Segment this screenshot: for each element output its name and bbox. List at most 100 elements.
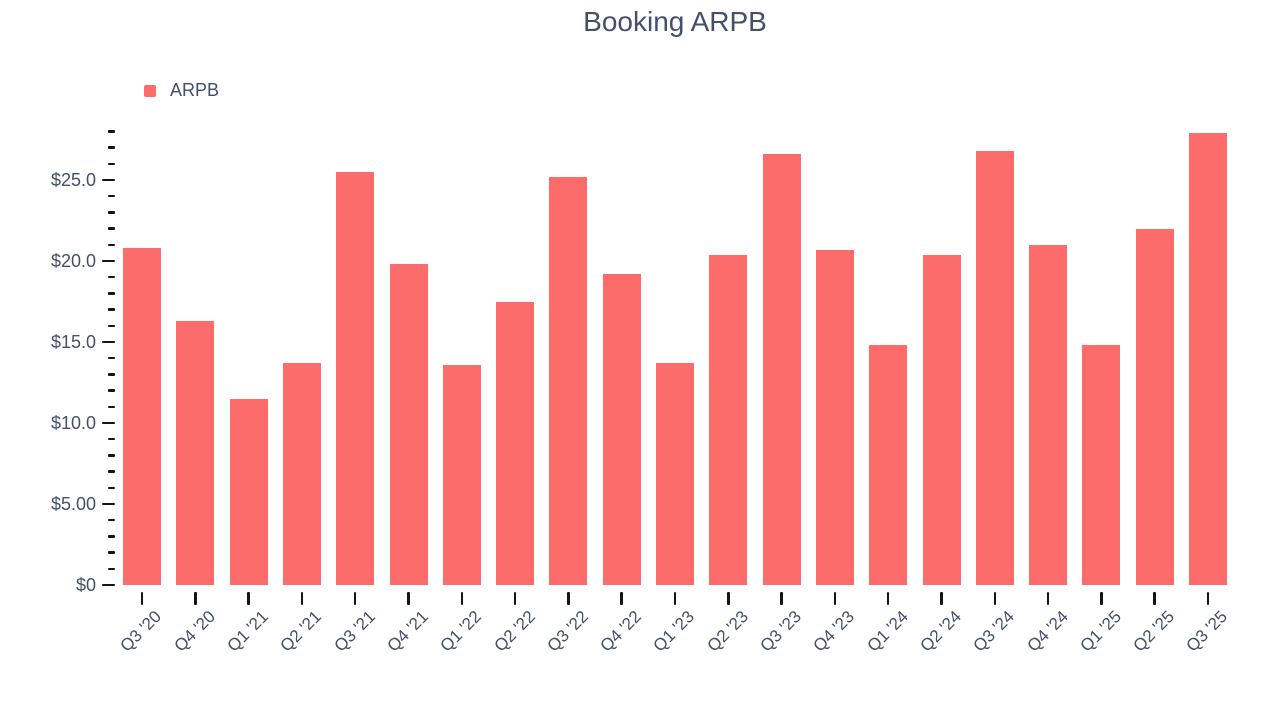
y-axis-minor-tick — [108, 146, 115, 149]
x-axis-tick-label: Q3 '21 — [330, 607, 379, 656]
y-axis-minor-tick — [108, 373, 115, 376]
bar[interactable] — [869, 345, 908, 585]
x-axis-tick-label: Q2 '24 — [916, 607, 965, 656]
y-axis-major-tick — [102, 178, 115, 182]
x-axis-tick-label: Q1 '21 — [223, 607, 273, 656]
x-axis-tick-label: Q2 '23 — [703, 607, 752, 656]
y-axis-minor-tick — [108, 211, 115, 214]
bar[interactable] — [229, 398, 268, 585]
x-axis-tick — [567, 592, 570, 605]
y-axis-tick-label: $5.00 — [50, 494, 96, 514]
bar[interactable] — [922, 254, 961, 585]
x-axis-tick-label: Q2 '22 — [490, 607, 539, 656]
y-axis-minor-tick — [108, 162, 115, 166]
y-axis-minor-tick — [108, 470, 115, 473]
x-axis-tick-label: Q4 '23 — [809, 607, 859, 656]
y-axis-minor-tick — [108, 227, 115, 230]
bar[interactable] — [656, 363, 694, 585]
y-axis-minor-tick — [108, 389, 115, 392]
bar[interactable] — [602, 273, 641, 585]
x-axis-tick — [353, 592, 357, 605]
bar[interactable] — [336, 171, 375, 585]
y-axis-major-tick — [102, 421, 115, 425]
y-axis-minor-tick — [108, 486, 115, 490]
x-axis-tick — [620, 592, 623, 605]
bar[interactable] — [282, 363, 321, 585]
bar[interactable] — [389, 264, 428, 585]
bar[interactable] — [549, 176, 588, 585]
x-axis-tick-label: Q2 '21 — [276, 607, 326, 656]
x-axis-tick — [886, 592, 890, 605]
y-axis-minor-tick — [108, 130, 115, 133]
y-axis-tick-label: $10.0 — [50, 413, 96, 433]
x-axis-tick — [407, 592, 410, 605]
y-axis-minor-tick — [108, 292, 115, 295]
bar[interactable] — [709, 254, 748, 585]
legend-label: ARPB — [170, 80, 220, 100]
y-axis-tick-label: $25.0 — [50, 170, 96, 190]
x-axis-tick — [247, 592, 250, 605]
x-axis-tick — [1100, 592, 1103, 605]
x-axis-tick — [673, 592, 677, 605]
x-axis-tick — [513, 592, 517, 605]
x-axis-tick-label: Q4 '24 — [1023, 607, 1072, 656]
x-axis-tick — [194, 592, 197, 605]
x-axis-tick-label: Q1 '25 — [1076, 607, 1125, 656]
y-axis-major-tick — [102, 502, 115, 506]
x-axis-tick-label: Q4 '22 — [596, 607, 646, 656]
x-axis-tick — [1206, 592, 1210, 605]
y-axis-major-tick — [102, 259, 115, 263]
bar[interactable] — [496, 301, 535, 585]
x-axis-tick — [300, 592, 304, 605]
y-axis-minor-tick — [108, 243, 115, 247]
x-axis-tick — [780, 592, 783, 605]
y-axis-tick-label: $15.0 — [50, 332, 96, 352]
y-axis-minor-tick — [108, 454, 115, 457]
y-axis-minor-tick — [108, 405, 115, 409]
x-axis-tick-label: Q3 '24 — [969, 607, 1019, 656]
y-axis-minor-tick — [108, 437, 115, 441]
x-axis-tick — [460, 592, 464, 605]
x-axis-tick-label: Q3 '25 — [1182, 607, 1232, 656]
y-axis-major-tick — [102, 340, 115, 344]
y-axis-minor-tick — [108, 518, 115, 522]
bar[interactable] — [1082, 345, 1121, 585]
bar[interactable] — [975, 150, 1014, 585]
y-axis-minor-tick — [108, 567, 115, 571]
x-axis-tick-label: Q4 '21 — [383, 607, 432, 656]
y-axis-minor-tick — [108, 324, 115, 328]
bar[interactable] — [176, 320, 215, 585]
y-axis-major-tick — [102, 583, 115, 587]
bar[interactable] — [1029, 244, 1068, 585]
x-axis-tick — [140, 592, 144, 605]
y-axis-minor-tick — [108, 308, 115, 311]
x-axis-tick — [727, 592, 730, 605]
bar[interactable] — [815, 249, 854, 585]
legend-color-swatch-icon — [144, 84, 156, 97]
bar[interactable] — [123, 248, 161, 585]
x-axis-tick — [993, 592, 997, 605]
x-axis-tick-label: Q1 '23 — [649, 607, 699, 656]
y-axis-tick-label: $20.0 — [50, 251, 96, 271]
bar[interactable] — [762, 154, 801, 585]
x-axis-tick-label: Q1 '22 — [436, 607, 486, 656]
chart-title: Booking ARPB — [583, 6, 767, 37]
x-axis-tick — [833, 592, 837, 605]
x-axis-tick — [940, 592, 943, 605]
bar[interactable] — [442, 364, 481, 585]
x-axis-tick — [1046, 592, 1050, 605]
y-axis-minor-tick — [108, 275, 115, 279]
x-axis-tick-label: Q2 '25 — [1129, 607, 1179, 656]
x-axis-tick-label: Q4 '20 — [170, 607, 219, 656]
y-axis-minor-tick — [108, 535, 115, 538]
y-axis-tick-label: $0 — [75, 575, 96, 595]
x-axis-tick-label: Q3 '23 — [756, 607, 806, 656]
y-axis-minor-tick — [108, 551, 115, 554]
bar[interactable] — [1135, 228, 1174, 585]
legend-item-arpb[interactable]: ARPB — [144, 80, 219, 101]
y-axis-minor-tick — [108, 356, 115, 360]
bar[interactable] — [1189, 133, 1227, 585]
x-axis-tick-label: Q3 '22 — [543, 607, 592, 656]
x-axis-tick-label: Q3 '20 — [116, 607, 166, 656]
